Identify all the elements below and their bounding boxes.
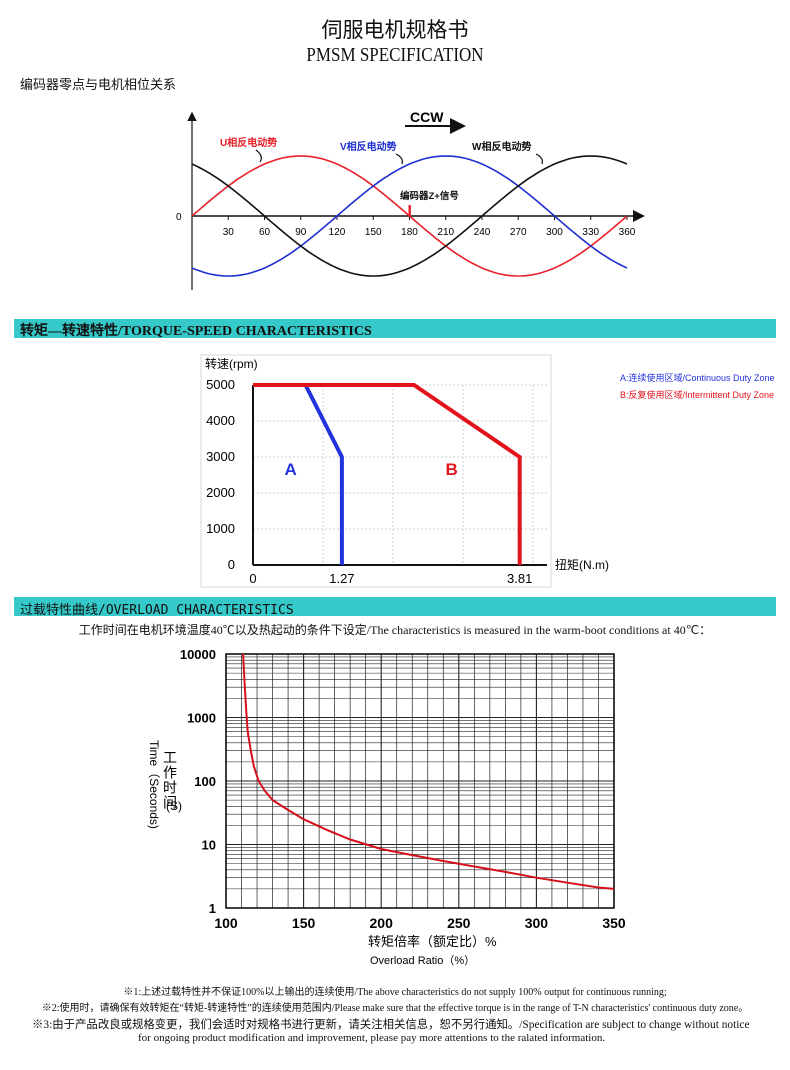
torque-speed-section-bar: 转矩—转速特性/TORQUE-SPEED CHARACTERISTICS	[14, 319, 776, 339]
phase-origin-label: 0	[176, 212, 182, 223]
note-2: ※2:使用时，请确保有效转矩在“转矩-转速特性”的连续使用范围内/Please …	[41, 1003, 749, 1014]
note-3-line-2: for ongoing product modification and imp…	[138, 1032, 606, 1044]
phase-x-tick-label: 30	[223, 227, 235, 238]
zone-b-label: B	[446, 460, 458, 479]
torque-series-B	[253, 383, 522, 565]
torque-y-tick-label: 5000	[206, 377, 235, 392]
torque-y-tick-label: 3000	[206, 449, 235, 464]
phase-x-tick-label: 360	[619, 227, 636, 238]
u-phase-label: U相反电动势	[220, 136, 277, 149]
overload-section-title: 过载特性曲线/OVERLOAD CHARACTERISTICS	[20, 603, 294, 618]
overload-chart-frame	[225, 653, 615, 909]
w-phase-label: W相反电动势	[472, 140, 531, 153]
torque-y-tick-label: 4000	[206, 413, 235, 428]
phase-x-tick-label: 210	[437, 227, 454, 238]
overload-condition-text: 工作时间在电机环境温度40℃以及热起动的条件下设定/The characteri…	[78, 623, 712, 637]
document-title-en: PMSM SPECIFICATION	[306, 44, 484, 66]
torque-x-tick-label: 0	[249, 571, 256, 586]
ccw-label: CCW	[410, 109, 444, 125]
speed-axis-title: 转速(rpm)	[205, 356, 258, 371]
zone-a-label: A	[285, 460, 297, 479]
overload-ylabel-unit: (S)	[166, 799, 182, 813]
phase-x-tick-label: 270	[510, 227, 527, 238]
overload-chart-grid	[225, 653, 615, 909]
overload-curve	[242, 653, 615, 890]
overload-y-tick-label: 1	[209, 901, 216, 916]
overload-y-tick-label: 1000	[187, 711, 216, 726]
overload-x-tick-label: 100	[214, 915, 238, 931]
phase-x-tick-label: 330	[582, 227, 599, 238]
torque-x-tick-label: 3.81	[507, 571, 532, 586]
torque-x-tick-label: 1.27	[329, 571, 354, 586]
w-label-pointer	[535, 153, 543, 165]
torque-series-A	[303, 384, 344, 565]
phase-x-tick-label: 120	[329, 227, 346, 238]
torque-speed-section-title: 转矩—转速特性/TORQUE-SPEED CHARACTERISTICS	[20, 324, 372, 339]
overload-ylabel-en: Time（Seconds)	[147, 740, 161, 829]
torque-chart-grid	[253, 384, 547, 565]
phase-x-tick-label: 90	[295, 227, 307, 238]
phase-x-tick-label: 300	[546, 227, 563, 238]
overload-y-tick-labels: 10000 1000 100 10 1	[180, 647, 216, 916]
overload-y-tick-label: 10000	[180, 647, 216, 662]
overload-chart: 10000 1000 100 10 1 100 150 200 250 300 350 Time（…	[147, 647, 626, 967]
note-3-line-1: ※3:由于产品改良或规格变更，我们会适时对规格书进行更新，请关注相关信息，恕不另…	[32, 1019, 750, 1031]
phase-x-tick-label: 60	[259, 227, 271, 238]
overload-x-tick-labels: 100 150 200 250 300 350	[214, 915, 626, 931]
v-label-pointer	[395, 153, 403, 165]
phase-diagram: 0 30 60 90 120 150 180 210 240 270 300 330 360 CCW …	[176, 109, 645, 290]
phase-x-ticks: 30 60 90 120 150 180 210 240 270 300 330 360	[223, 216, 636, 238]
legend-intermittent-zone: B:反复使用区域/Intermittent Duty Zone	[620, 389, 774, 400]
torque-axis-title: 扭矩(N.m)	[555, 558, 609, 572]
encoder-z-label: 编码器Z+信号	[400, 190, 459, 202]
u-label-pointer	[255, 149, 262, 163]
overload-y-tick-label: 100	[194, 774, 216, 789]
overload-y-tick-label: 10	[202, 838, 216, 853]
overload-xlabel-cn: 转矩倍率（额定比）%	[368, 934, 497, 949]
torque-y-tick-label: 2000	[206, 485, 235, 500]
document-title-cn: 伺服电机规格书	[321, 18, 469, 42]
overload-x-tick-label: 350	[602, 915, 626, 931]
overload-ylabel-cn: 工作时间	[162, 750, 178, 810]
torque-x-tick-labels: 0 1.27 3.81	[249, 571, 532, 586]
v-phase-label: V相反电动势	[340, 140, 397, 153]
phase-x-tick-label: 240	[474, 227, 491, 238]
overload-xlabel-en: Overload Ratio（%）	[370, 954, 475, 967]
overload-x-tick-label: 200	[370, 915, 394, 931]
torque-chart-frame	[200, 354, 552, 588]
torque-y-tick-label: 0	[228, 557, 235, 572]
overload-section-bar: 过载特性曲线/OVERLOAD CHARACTERISTICS	[14, 597, 776, 618]
legend-continuous-zone: A:连续使用区域/Continuous Duty Zone	[620, 372, 775, 383]
encoder-z-mark	[408, 205, 411, 216]
note-1: ※1:上述过载特性并不保证100%以上输出的连续使用/The above cha…	[123, 987, 667, 998]
torque-y-tick-label: 1000	[206, 521, 235, 536]
v-phase-curve	[191, 155, 628, 277]
torque-y-tick-labels: 5000 4000 3000 2000 1000 0	[206, 377, 235, 572]
overload-x-tick-label: 300	[525, 915, 549, 931]
phase-x-tick-label: 150	[365, 227, 382, 238]
phase-relation-heading: 编码器零点与电机相位关系	[20, 78, 177, 93]
w-phase-curve	[191, 155, 628, 277]
overload-x-tick-label: 150	[292, 915, 316, 931]
phase-x-tick-label: 180	[401, 227, 418, 238]
overload-x-tick-label: 250	[447, 915, 471, 931]
